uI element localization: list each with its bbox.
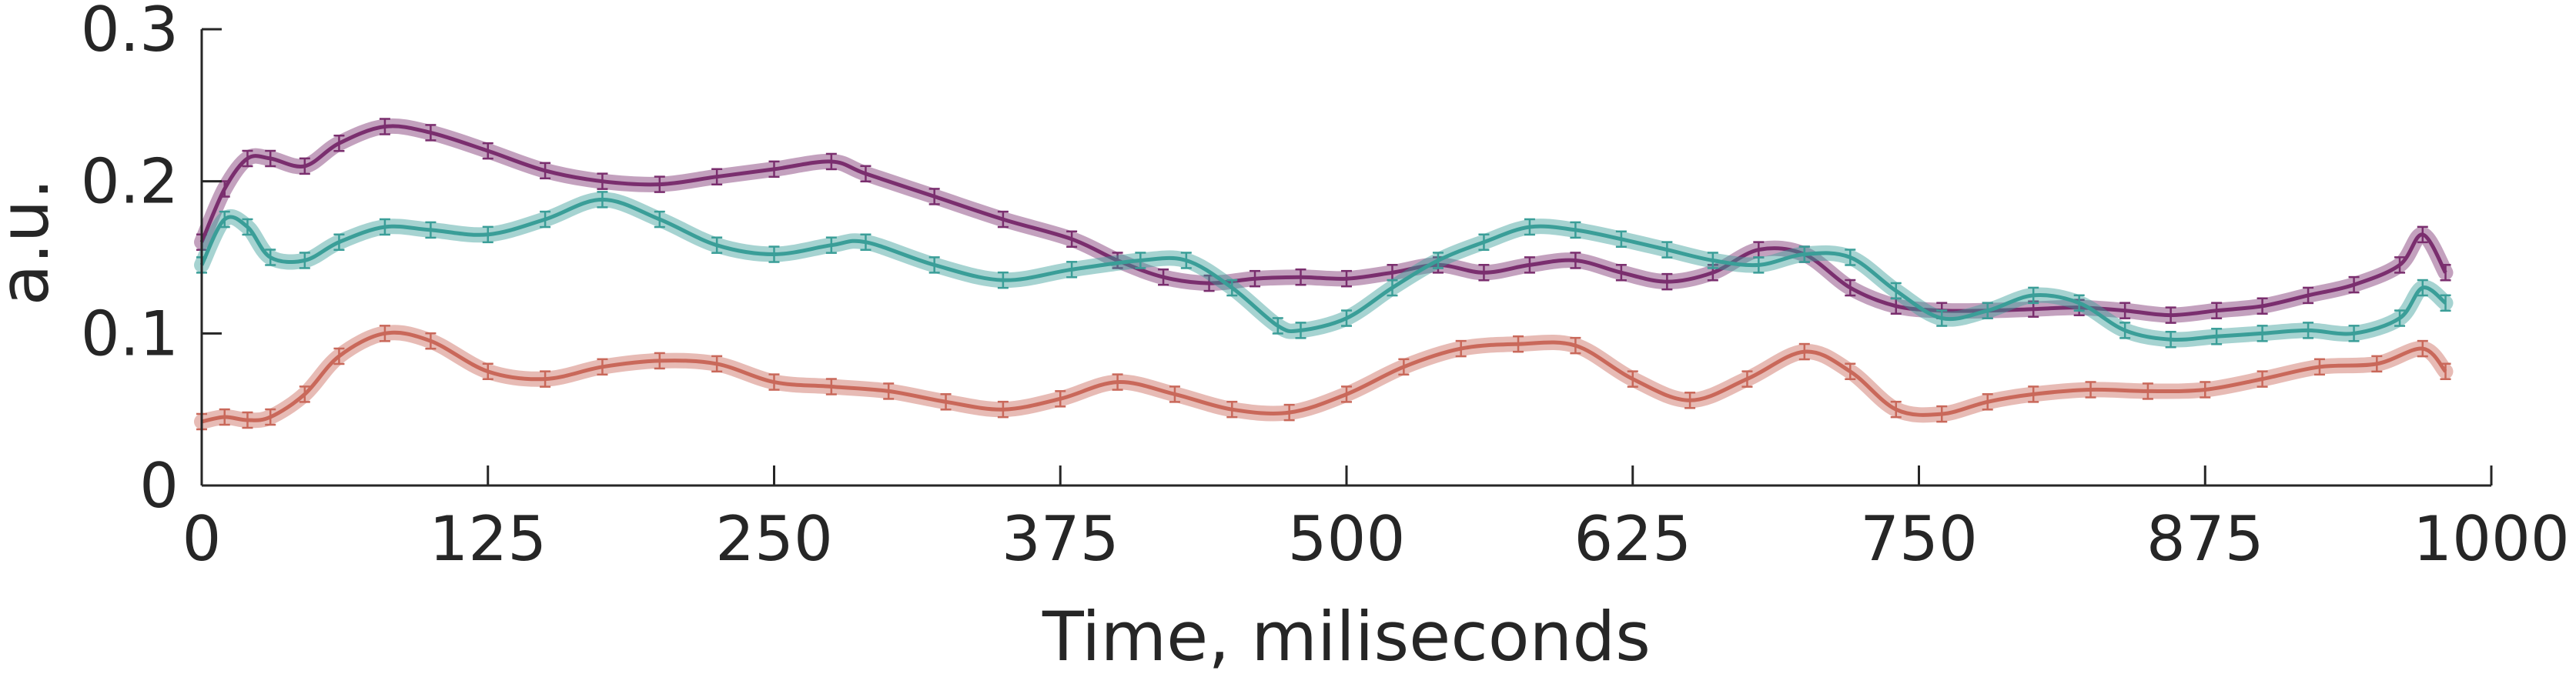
x-axis-title: Time, miliseconds [1042, 597, 1651, 674]
series-line [199, 197, 2447, 342]
x-tick-label: 250 [715, 503, 833, 575]
y-axis-title: a.u. [0, 179, 64, 306]
x-tick-label: 1000 [2413, 503, 2570, 575]
series-3 [194, 325, 2454, 431]
x-tick-label: 875 [2146, 503, 2264, 575]
axes [200, 29, 2491, 487]
y-tick-label: 0.1 [81, 298, 179, 369]
x-tick-label: 750 [1860, 503, 1978, 575]
x-tick-label: 0 [182, 503, 222, 575]
x-tick-label: 500 [1288, 503, 1406, 575]
y-tick-label: 0 [139, 450, 179, 522]
series-2 [194, 191, 2454, 349]
x-tick-label: 625 [1574, 503, 1691, 575]
y-ticks: 0 0.1 0.2 0.3 [81, 0, 222, 522]
series-layer [194, 118, 2454, 431]
series-error-band [194, 325, 2454, 429]
x-ticks: 0 125 250 375 500 625 750 875 1000 [182, 465, 2570, 575]
y-tick-label: 0.3 [81, 0, 179, 65]
x-tick-label: 125 [429, 503, 547, 575]
series-line [201, 330, 2447, 424]
y-tick-label: 0.2 [81, 146, 179, 218]
x-tick-label: 375 [1002, 503, 1119, 575]
